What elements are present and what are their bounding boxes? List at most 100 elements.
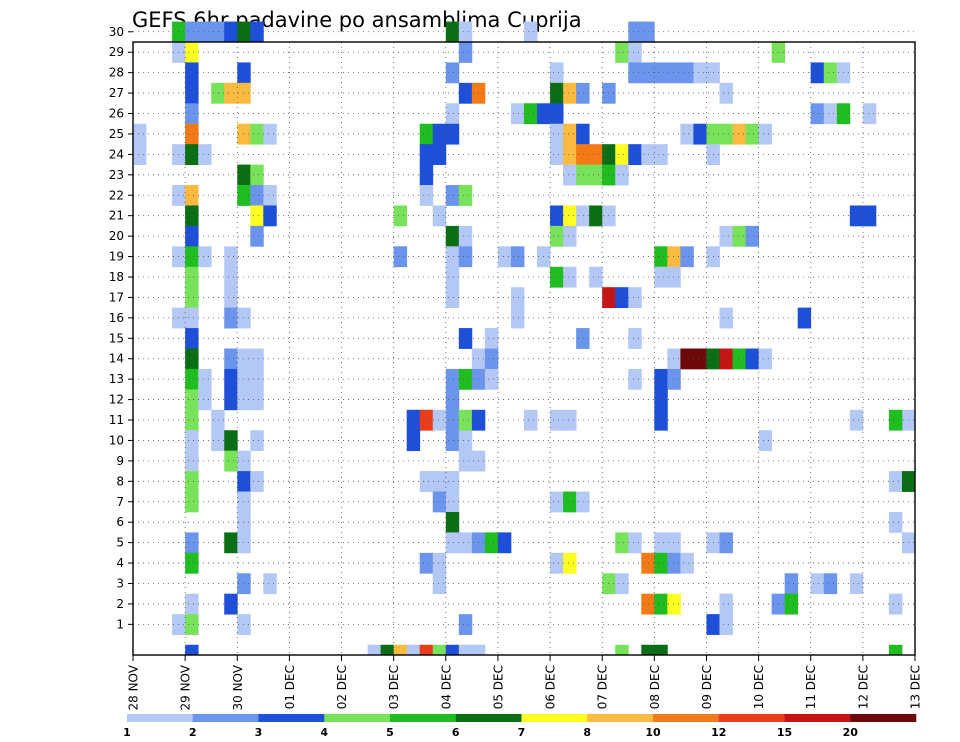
precip-cell — [615, 287, 629, 309]
precip-cell — [784, 593, 799, 615]
precip-cell — [563, 225, 577, 247]
precip-cell — [563, 123, 577, 145]
y-tick-label: 28 — [109, 66, 124, 80]
precip-cell — [445, 185, 460, 206]
precip-cell — [576, 164, 590, 186]
precip-cell — [185, 409, 199, 431]
precip-cell — [849, 573, 864, 595]
precip-cell — [185, 266, 199, 288]
precip-cell — [550, 225, 564, 247]
precip-cell — [185, 246, 199, 268]
precip-cell — [563, 205, 577, 227]
precip-cell — [224, 430, 238, 452]
precip-cell — [458, 225, 473, 247]
colorbar-label: 4 — [320, 726, 328, 739]
precip-cell — [628, 21, 642, 43]
precip-cell — [888, 593, 903, 615]
precip-cell — [719, 348, 733, 370]
precip-cell — [250, 205, 264, 227]
precip-cell — [185, 42, 199, 63]
precip-cell — [263, 205, 277, 227]
precip-cell — [185, 644, 199, 656]
precip-cell — [393, 246, 408, 268]
precip-cell — [445, 491, 460, 513]
precip-cell — [823, 103, 838, 125]
precip-cell — [432, 644, 447, 656]
precip-cell — [589, 205, 603, 227]
precip-cell — [185, 185, 199, 206]
precip-cell — [445, 62, 460, 84]
precip-cell — [185, 552, 199, 574]
colorbar: 1 2 3 4 5 6 7 8 10 12 15 20 — [123, 714, 917, 739]
precip-cell — [732, 348, 746, 370]
colorbar-label: 3 — [255, 726, 263, 739]
colorbar-label: 8 — [583, 726, 591, 739]
precip-cell — [185, 614, 199, 635]
precip-cell — [641, 644, 655, 656]
precip-cell — [224, 368, 238, 390]
precip-cell — [445, 389, 460, 411]
precip-cell — [667, 532, 681, 554]
precip-cell — [680, 348, 694, 370]
precip-cell — [419, 123, 434, 145]
precip-cell — [380, 644, 395, 656]
x-tick-label: 12 DEC — [856, 665, 870, 709]
precip-cell — [784, 573, 799, 595]
precip-cell — [654, 62, 668, 84]
precip-cell — [419, 471, 434, 492]
precip-cell — [185, 430, 199, 452]
precip-cell — [888, 511, 903, 533]
precip-cell — [198, 21, 212, 43]
precip-cell — [458, 532, 473, 554]
colorbar-swatch — [127, 714, 194, 722]
colorbar-swatch — [455, 714, 522, 722]
colorbar-label: 12 — [711, 726, 726, 739]
precip-cell — [250, 389, 264, 411]
precip-cell — [628, 144, 642, 165]
precip-cell — [445, 225, 460, 247]
x-tick-label: 02 DEC — [335, 665, 349, 709]
precip-cell — [667, 62, 681, 84]
precip-cell — [458, 246, 473, 268]
precip-cell — [550, 123, 564, 145]
precip-cell — [250, 348, 264, 370]
y-tick-label: 13 — [109, 372, 124, 386]
precip-cell — [615, 164, 629, 186]
precip-cell — [250, 471, 264, 492]
precip-cell — [458, 21, 473, 43]
precip-cell — [719, 593, 733, 615]
y-tick-label: 6 — [116, 515, 124, 529]
precip-cell — [576, 328, 590, 349]
precip-cell — [563, 491, 577, 513]
colorbar-label: 15 — [777, 726, 792, 739]
precip-cell — [862, 103, 877, 125]
precip-cell — [615, 144, 629, 165]
precip-cell — [198, 389, 212, 411]
colorbar-label: 7 — [518, 726, 526, 739]
precip-cell — [445, 246, 460, 268]
y-tick-label: 11 — [109, 413, 124, 427]
precip-cell — [849, 205, 864, 227]
precip-cell — [445, 511, 460, 533]
precip-cell — [563, 144, 577, 165]
precip-cell — [510, 103, 525, 125]
precip-cell — [250, 123, 264, 145]
y-tick-label: 22 — [109, 188, 124, 202]
precip-cell — [224, 82, 238, 104]
x-tick-label: 10 DEC — [752, 665, 766, 709]
precip-cell — [680, 123, 694, 145]
precip-cell — [615, 573, 629, 595]
precip-cell — [576, 144, 590, 165]
precip-cell — [823, 573, 838, 595]
precip-cell — [667, 552, 681, 574]
precip-cell — [550, 144, 564, 165]
precip-cell — [185, 62, 199, 84]
precip-cell — [458, 450, 473, 472]
precip-cell — [133, 123, 147, 145]
precip-cell — [589, 144, 603, 165]
precip-cell — [471, 644, 486, 656]
precip-cell — [654, 552, 668, 574]
precip-cell — [693, 123, 707, 145]
precip-cell — [680, 552, 694, 574]
precip-cell — [563, 266, 577, 288]
